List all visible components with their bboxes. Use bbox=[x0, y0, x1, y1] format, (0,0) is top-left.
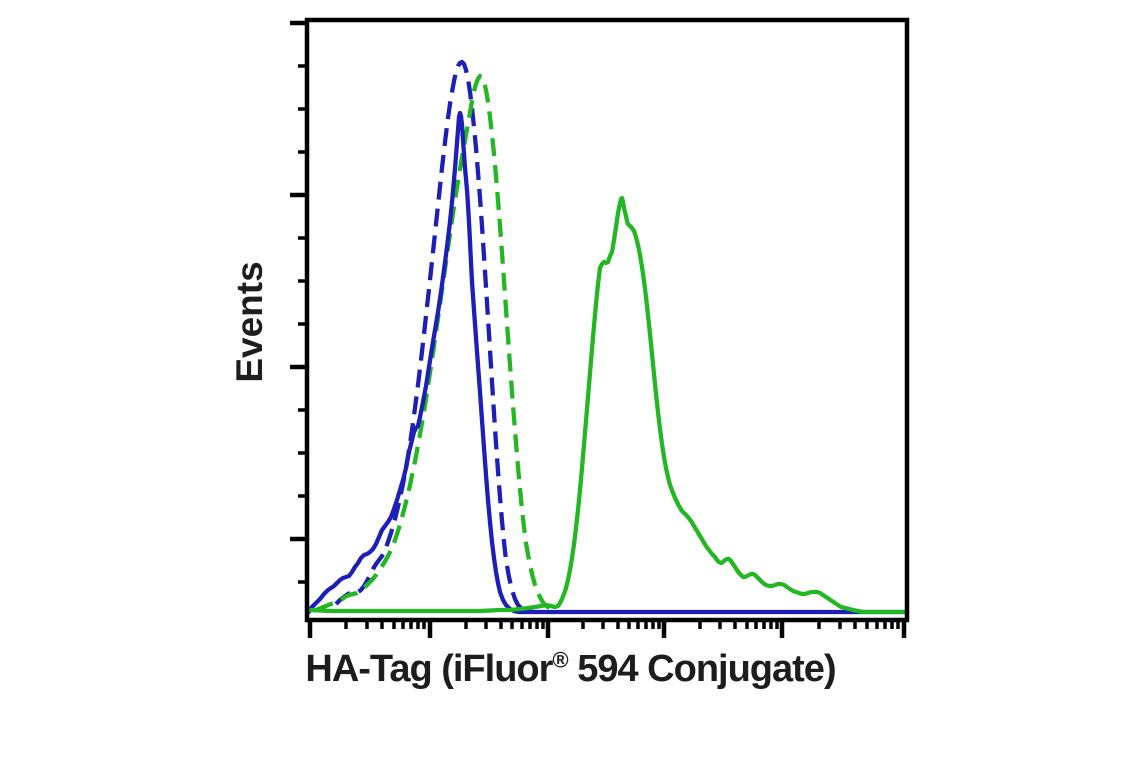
curve-dashed-blue-control bbox=[334, 59, 534, 615]
plot-frame bbox=[304, 17, 910, 623]
registered-trademark-symbol: ® bbox=[552, 647, 568, 673]
plot-border bbox=[304, 17, 910, 623]
x-axis-label: HA-Tag (iFluor® 594 Conjugate) bbox=[0, 648, 1141, 691]
y-axis-label: Events bbox=[229, 261, 270, 383]
histogram-curves bbox=[306, 59, 905, 615]
x-axis-label-text-2: 594 Conjugate) bbox=[567, 648, 836, 690]
curve-dashed-green-control bbox=[315, 73, 558, 613]
curve-solid-green bbox=[308, 195, 905, 615]
y-axis-ticks bbox=[290, 20, 307, 584]
x-axis-label-text: HA-Tag (iFluor bbox=[305, 648, 553, 690]
curve-solid-blue bbox=[306, 110, 905, 615]
x-axis-ticks bbox=[307, 620, 907, 638]
